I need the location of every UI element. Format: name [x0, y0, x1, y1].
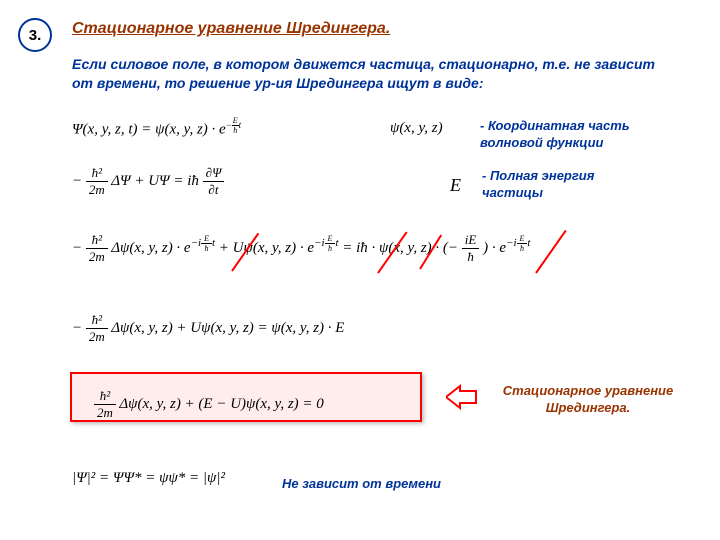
eq3-t3: t: [527, 237, 530, 249]
eq3-h: ħ: [462, 249, 480, 265]
eq4-text: Δψ(x, y, z) + Uψ(x, y, z) = ψ(x, y, z) ·…: [111, 320, 344, 336]
eq1-text: Ψ(x, y, z, t) = ψ(x, y, z) · e: [72, 122, 226, 138]
eq5-text: Δψ(x, y, z) + (E − U)ψ(x, y, z) = 0: [119, 396, 323, 412]
eq2-den: 2m: [86, 182, 108, 198]
intro-text: Если силовое поле, в котором движется ча…: [72, 55, 672, 93]
eq3-t1: t: [212, 237, 215, 249]
page-title: Стационарное уравнение Шредингера.: [72, 20, 390, 38]
eq3-p2: + Uψ(x, y, z) · e: [219, 240, 314, 256]
eq2-fnum: ∂Ψ: [203, 165, 225, 182]
section-number-badge: 3.: [18, 18, 52, 52]
eq5-num: ħ²: [94, 388, 116, 405]
label-stationary: Стационарное уравнение Шредингера.: [488, 383, 688, 417]
label-energy: - Полная энергия частицы: [482, 168, 642, 202]
eq3-num: ħ²: [86, 232, 108, 249]
eq2-num: ħ²: [86, 165, 108, 182]
eq1-exp-num: E: [232, 116, 239, 126]
equation-3: − ħ²2m Δψ(x, y, z) · e−iEħt + Uψ(x, y, z…: [72, 232, 530, 265]
label-time-indep: Не зависит от времени: [282, 476, 441, 491]
eq4-num: ħ²: [86, 312, 108, 329]
eq3-t2: t: [335, 237, 338, 249]
eq4-den: 2m: [86, 329, 108, 345]
eq3-p1: Δψ(x, y, z) · e: [111, 240, 190, 256]
label-coord-part: - Координатная часть волновой функции: [480, 118, 640, 152]
eq3-ed2: ħ: [325, 244, 336, 253]
eq3-ed3: ħ: [517, 244, 528, 253]
eq3-en3: E: [517, 234, 528, 244]
equation-5: ħ²2m Δψ(x, y, z) + (E − U)ψ(x, y, z) = 0: [94, 388, 324, 421]
strike-line-4: [535, 230, 566, 274]
minus3: −: [72, 320, 82, 336]
eq2-fden: ∂t: [203, 182, 225, 198]
eq3-den: 2m: [86, 249, 108, 265]
eq2-left: ΔΨ + UΨ = iħ: [111, 173, 199, 189]
equation-2: − ħ²2m ΔΨ + UΨ = iħ ∂Ψ∂t: [72, 165, 224, 198]
eq3-en2: E: [325, 234, 336, 244]
equation-1: Ψ(x, y, z, t) = ψ(x, y, z) · e−Eħt: [72, 116, 241, 139]
equation-4: − ħ²2m Δψ(x, y, z) + Uψ(x, y, z) = ψ(x, …: [72, 312, 344, 345]
eq3-iE: iE: [462, 232, 480, 249]
minus1: −: [72, 173, 82, 189]
arrow-left-icon: [446, 384, 478, 410]
equation-2b: E: [450, 175, 461, 196]
eq1-exp-den: ħ: [232, 126, 239, 135]
eq3-en1: E: [201, 234, 212, 244]
equation-1b: ψ(x, y, z): [390, 120, 443, 137]
section-number: 3.: [29, 27, 42, 44]
equation-6: |Ψ|² = ΨΨ* = ψψ* = |ψ|²: [72, 470, 225, 487]
eq1-exp-t: t: [239, 120, 242, 130]
eq3-p4: ) · e: [483, 240, 506, 256]
eq5-den: 2m: [94, 405, 116, 421]
minus2: −: [72, 240, 82, 256]
eq3-ed1: ħ: [201, 244, 212, 253]
